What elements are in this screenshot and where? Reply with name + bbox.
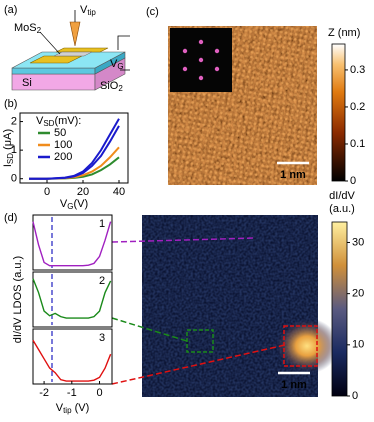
- colorbar-tick-label: 0.1: [350, 138, 365, 150]
- x-axis-label: VG(V): [60, 198, 88, 211]
- label-mos2: MoS2: [14, 22, 42, 35]
- x-tick-label: 0: [44, 186, 50, 198]
- y-axis-label: ISD (μA): [2, 129, 15, 167]
- fft-spot: [198, 75, 204, 81]
- label-vtip-sub: tip: [87, 8, 96, 17]
- map-bright: [275, 318, 339, 374]
- subplot-frame: [32, 214, 113, 271]
- series-line: [29, 146, 120, 180]
- backgrounds: [142, 26, 339, 397]
- colorbar: [331, 43, 346, 182]
- x-tick-label: -2: [39, 387, 49, 399]
- legend-label: 200: [54, 151, 72, 163]
- x-tick-label: 20: [77, 186, 89, 198]
- legend-title: VSD(mV):: [36, 115, 81, 128]
- legend-title-unit: (mV):: [54, 115, 81, 127]
- colorbar-tick-label: 30: [352, 236, 364, 248]
- colorbar-tick-label: 10: [352, 339, 364, 351]
- y-axis-label-main: I: [2, 164, 14, 167]
- label-si: Si: [22, 77, 32, 89]
- legend-label: 100: [54, 139, 72, 151]
- y-tick-label: 2: [11, 115, 17, 127]
- colorbar-tick-label: 0: [350, 175, 356, 187]
- label-sio2: SiO2: [100, 80, 123, 93]
- y-axis-label: dI/dV LDOS (a.u.): [12, 256, 24, 343]
- x-axis-label-sub: G: [67, 202, 73, 211]
- subplot-frame: [32, 271, 113, 328]
- fft-spot: [198, 39, 204, 45]
- label-vtip: Vtip: [80, 4, 96, 17]
- x-axis-label-sub: tip: [63, 406, 72, 415]
- x-axis-label-main: V: [60, 198, 68, 210]
- colorbar-title: Z (nm): [328, 27, 360, 39]
- colorbar-tick-label: 20: [352, 288, 364, 300]
- fft-spot: [182, 66, 188, 72]
- label-mos2-main: MoS: [14, 22, 37, 34]
- label-vg-sub: G: [117, 62, 123, 71]
- panel-label: (d): [4, 212, 17, 224]
- colorbar-tick-label: 0: [352, 390, 358, 402]
- label-vg: VG: [110, 58, 124, 71]
- fft-spot: [198, 57, 204, 63]
- y-tick-label: 1: [11, 144, 17, 156]
- x-tick-label: -1: [67, 387, 77, 399]
- subplot-label: 2: [99, 275, 105, 287]
- fft-spot: [214, 48, 220, 54]
- colorbar-title: dI/dV: [329, 190, 355, 202]
- scale-bar-label: 1 nm: [281, 379, 307, 391]
- schematic: [11, 10, 130, 91]
- label-sio2-main: SiO: [100, 80, 119, 92]
- x-axis-label-main: V: [56, 402, 64, 414]
- series-line: [29, 118, 120, 180]
- fft-spot: [182, 48, 188, 54]
- panel-label: (c): [146, 6, 159, 18]
- label-vg-main: V: [110, 58, 118, 70]
- map-box-red: [283, 325, 318, 367]
- panel-label: (a): [4, 4, 17, 16]
- x-axis-label-unit: (V): [72, 402, 90, 414]
- colorbar-tick-label: 0.3: [350, 64, 365, 76]
- y-axis-label-unit: (μA): [2, 129, 14, 153]
- x-axis-label: Vtip (V): [56, 402, 90, 415]
- panel-label: (b): [4, 98, 17, 110]
- spectrum-line: [32, 278, 112, 319]
- label-vtip-main: V: [80, 4, 88, 16]
- colorbar-tick-label: 0.2: [350, 101, 365, 113]
- label-mos2-sub: 2: [37, 26, 42, 35]
- x-tick-label: 40: [113, 186, 125, 198]
- y-tick-label: 0: [11, 173, 17, 185]
- subplot-label: 1: [99, 218, 105, 230]
- x-tick-label: 0: [96, 387, 102, 399]
- spectrum-line: [32, 221, 112, 267]
- legend-label: 50: [54, 127, 66, 139]
- map-box-green: [186, 329, 214, 353]
- legend-title-sub: SD: [43, 119, 54, 128]
- plot-frame: [19, 112, 129, 184]
- fft-spot: [214, 66, 220, 72]
- subplot-frame: [32, 328, 113, 385]
- colorbar: [331, 221, 348, 397]
- legend-title-main: V: [36, 115, 44, 127]
- colorbar-subtitle: (a.u.): [329, 203, 355, 215]
- subplot-label: 3: [99, 332, 105, 344]
- x-axis-label-unit: (V): [73, 198, 88, 210]
- y-axis-label-sub: SD: [6, 153, 15, 164]
- label-sio2-sub: 2: [118, 84, 123, 93]
- map-markers: [111, 237, 286, 385]
- spectrum-line: [32, 339, 112, 382]
- scale-bar-label: 1 nm: [280, 169, 306, 181]
